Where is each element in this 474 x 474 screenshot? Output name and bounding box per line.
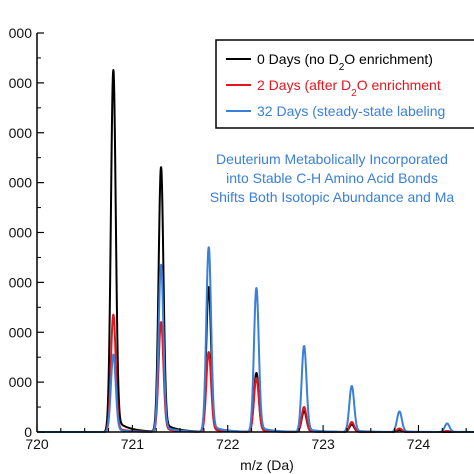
x-axis-title: m/z (Da) — [240, 457, 294, 473]
y-tick-label: 0 — [24, 424, 32, 440]
x-tick-label: 721 — [121, 436, 145, 452]
legend-box — [215, 39, 474, 129]
y-tick-label: 000 — [9, 25, 33, 41]
y-tick-label: 000 — [9, 274, 33, 290]
y-tick-label: 000 — [9, 125, 33, 141]
y-tick-label: 000 — [9, 374, 33, 390]
annotation: Deuterium Metabolically Incorporated into… — [210, 151, 455, 205]
y-tick-label: 000 — [9, 225, 33, 241]
y-tick-label: 000 — [9, 324, 33, 340]
x-tick-label: 720 — [25, 436, 49, 452]
annotation-line: Shifts Both Isotopic Abundance and Ma — [210, 189, 455, 205]
annotation-line: into Stable C-H Amino Acid Bonds — [226, 170, 438, 186]
x-tick-label: 724 — [407, 436, 431, 452]
x-tick-label: 723 — [311, 436, 335, 452]
annotation-line: Deuterium Metabolically Incorporated — [216, 151, 448, 167]
legend-label: 32 Days (steady-state labeling — [257, 103, 445, 119]
y-tick-label: 000 — [9, 75, 33, 91]
x-tick-label: 722 — [216, 436, 240, 452]
legend: 0 Days (no D2O enrichment)2 Days (after … — [215, 39, 474, 129]
series-line-3 — [36, 246, 474, 433]
y-tick-label: 000 — [9, 175, 33, 191]
